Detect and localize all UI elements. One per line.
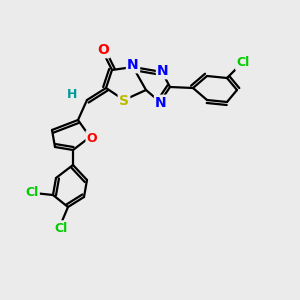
- Text: O: O: [97, 43, 109, 57]
- Text: O: O: [87, 131, 97, 145]
- Text: N: N: [155, 96, 167, 110]
- Text: N: N: [127, 58, 139, 72]
- Text: Cl: Cl: [26, 187, 39, 200]
- Text: N: N: [157, 64, 169, 78]
- Text: Cl: Cl: [236, 56, 250, 70]
- Text: S: S: [119, 94, 129, 108]
- Text: Cl: Cl: [54, 221, 68, 235]
- Text: H: H: [67, 88, 77, 101]
